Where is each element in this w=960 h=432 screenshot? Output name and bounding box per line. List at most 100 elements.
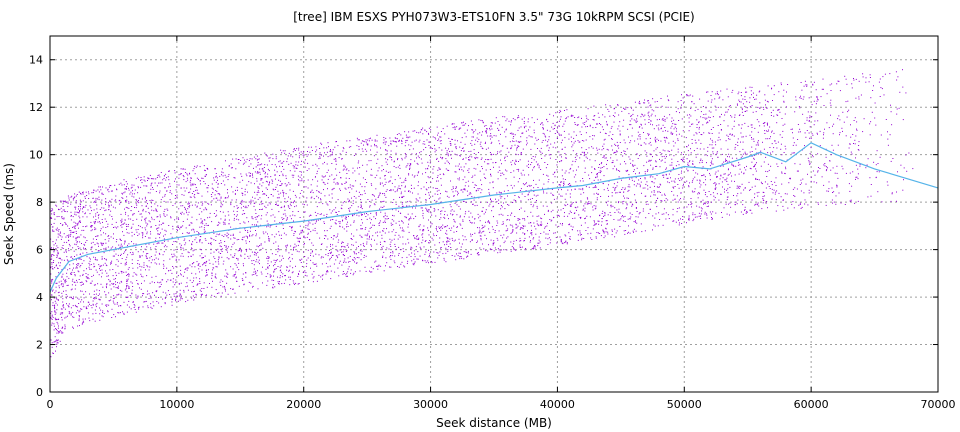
sample-point [430, 225, 432, 227]
sample-point [390, 266, 392, 268]
sample-point [540, 151, 542, 153]
sample-point [351, 239, 353, 240]
sample-point [188, 203, 190, 205]
sample-point [584, 218, 586, 220]
sample-point [56, 264, 57, 266]
sample-point [543, 133, 545, 135]
sample-point [763, 148, 765, 150]
sample-point [879, 96, 881, 97]
sample-point [99, 307, 101, 309]
sample-point [782, 205, 784, 207]
sample-point [360, 202, 362, 204]
sample-point [789, 177, 791, 179]
sample-point [156, 243, 158, 245]
sample-point [812, 83, 814, 85]
sample-point [87, 305, 89, 307]
sample-point [199, 255, 201, 257]
sample-point [517, 219, 519, 221]
sample-point [749, 189, 750, 191]
sample-point [105, 270, 106, 272]
sample-point [597, 173, 598, 174]
sample-point [585, 115, 587, 117]
sample-point [349, 186, 351, 188]
sample-point [331, 255, 333, 256]
sample-point [449, 243, 451, 245]
sample-point [56, 332, 58, 334]
sample-point [415, 246, 417, 248]
sample-point [278, 161, 280, 163]
sample-point [632, 109, 634, 111]
sample-point [600, 235, 602, 237]
sample-point [428, 197, 430, 199]
sample-point [284, 201, 286, 203]
sample-point [348, 178, 350, 179]
sample-point [831, 199, 833, 201]
sample-point [631, 135, 633, 137]
sample-point [639, 186, 641, 188]
sample-point [223, 260, 225, 262]
sample-point [806, 117, 808, 119]
sample-point [731, 134, 733, 136]
sample-point [482, 210, 483, 212]
sample-point [603, 148, 605, 150]
sample-point [227, 189, 228, 191]
sample-point [603, 175, 605, 177]
sample-point [736, 203, 738, 205]
sample-point [79, 253, 81, 255]
sample-point [765, 138, 767, 140]
sample-point [206, 274, 208, 276]
sample-point [142, 293, 144, 295]
sample-point [303, 204, 305, 206]
sample-point [72, 199, 74, 201]
sample-point [94, 309, 96, 311]
sample-point [833, 123, 835, 125]
sample-point [126, 275, 128, 276]
sample-point [76, 194, 78, 195]
sample-point [174, 180, 175, 182]
sample-point [692, 191, 694, 193]
sample-point [699, 179, 701, 181]
sample-point [228, 214, 230, 216]
sample-point [306, 275, 308, 277]
sample-point [70, 273, 72, 275]
sample-point [639, 134, 641, 135]
sample-point [68, 235, 70, 237]
sample-point [519, 222, 521, 224]
sample-point [839, 132, 841, 134]
sample-point [618, 170, 620, 171]
sample-point [294, 206, 296, 208]
sample-point [403, 265, 405, 267]
sample-point [360, 253, 362, 255]
sample-point [793, 207, 795, 209]
sample-point [721, 181, 723, 183]
sample-point [298, 149, 300, 151]
sample-point [356, 247, 358, 249]
sample-point [173, 241, 175, 243]
sample-point [103, 252, 105, 254]
sample-point [234, 177, 236, 179]
sample-point [479, 231, 481, 233]
sample-point [669, 154, 671, 156]
sample-point [281, 221, 283, 223]
sample-point [352, 244, 354, 246]
sample-point [552, 122, 554, 124]
sample-point [638, 179, 640, 181]
sample-point [550, 154, 552, 156]
sample-point [61, 327, 63, 329]
sample-point [53, 325, 55, 327]
sample-point [79, 258, 81, 260]
sample-point [80, 234, 82, 236]
sample-point [64, 308, 66, 310]
sample-point [554, 128, 555, 129]
sample-point [61, 313, 63, 315]
sample-point [196, 284, 198, 286]
sample-point [494, 247, 496, 249]
sample-point [321, 275, 323, 277]
sample-point [56, 254, 58, 256]
sample-point [670, 127, 672, 129]
sample-point [368, 238, 370, 240]
sample-point [541, 223, 543, 225]
sample-point [602, 145, 604, 147]
sample-point [82, 252, 84, 254]
sample-point [459, 208, 461, 210]
